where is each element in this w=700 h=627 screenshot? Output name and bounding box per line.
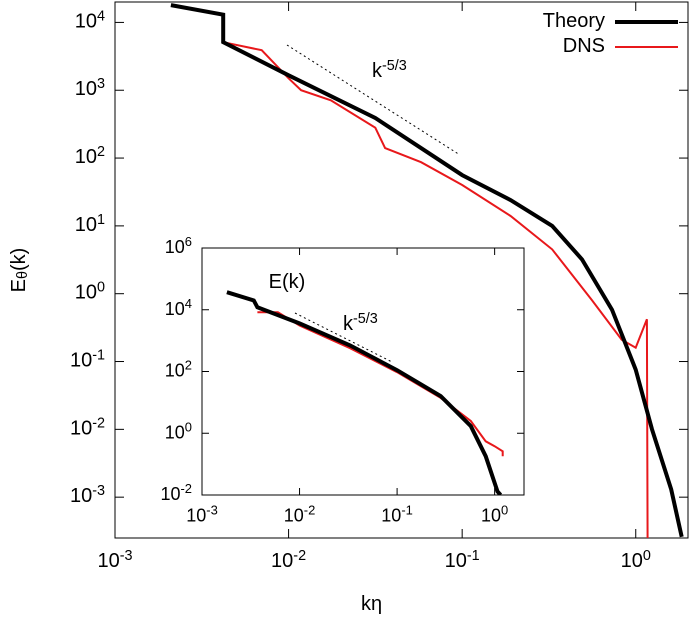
series-line <box>226 290 503 495</box>
series-line <box>170 3 684 538</box>
reference-slope <box>286 44 461 156</box>
y-tick-label: 10-3 <box>70 483 105 508</box>
y-tick-label: 100 <box>75 279 105 304</box>
y-tick-label: 104 <box>75 8 105 33</box>
y-tick-label: 10-1 <box>70 347 105 372</box>
plot-frame <box>114 1 689 539</box>
inset-background <box>202 248 524 495</box>
y-tick-label: 103 <box>75 76 105 101</box>
x-tick-label: 100 <box>481 502 508 525</box>
inset-title: E(k) <box>269 271 306 293</box>
y-tick-label: 10-2 <box>160 481 192 504</box>
annotation: k-5/3 <box>372 58 407 83</box>
legend-label: Theory <box>543 10 605 32</box>
y-tick-label: 102 <box>75 144 105 169</box>
legend-label: DNS <box>563 35 605 57</box>
y-tick-label: 10-2 <box>70 415 105 440</box>
x-tick-label: 10-1 <box>381 502 413 525</box>
x-tick-label: 10-3 <box>97 548 132 573</box>
series-line <box>222 41 649 538</box>
x-tick-label: 10-2 <box>284 502 316 525</box>
y-tick-label: 104 <box>165 295 192 318</box>
x-tick-label: 10-2 <box>271 548 306 573</box>
y-tick-label: 101 <box>75 211 105 236</box>
y-tick-label: 106 <box>165 234 192 257</box>
x-tick-label: 100 <box>621 548 651 573</box>
reference-slope <box>294 312 393 363</box>
y-tick-label: 102 <box>165 357 192 380</box>
x-axis-label: kη <box>361 593 382 615</box>
annotation: k-5/3 <box>343 311 378 336</box>
y-tick-label: 100 <box>165 419 192 442</box>
x-tick-label: 10-1 <box>445 548 480 573</box>
plot-frame <box>201 247 525 496</box>
y-axis-label: Eθ(k) <box>8 248 31 293</box>
x-tick-label: 10-3 <box>186 502 218 525</box>
